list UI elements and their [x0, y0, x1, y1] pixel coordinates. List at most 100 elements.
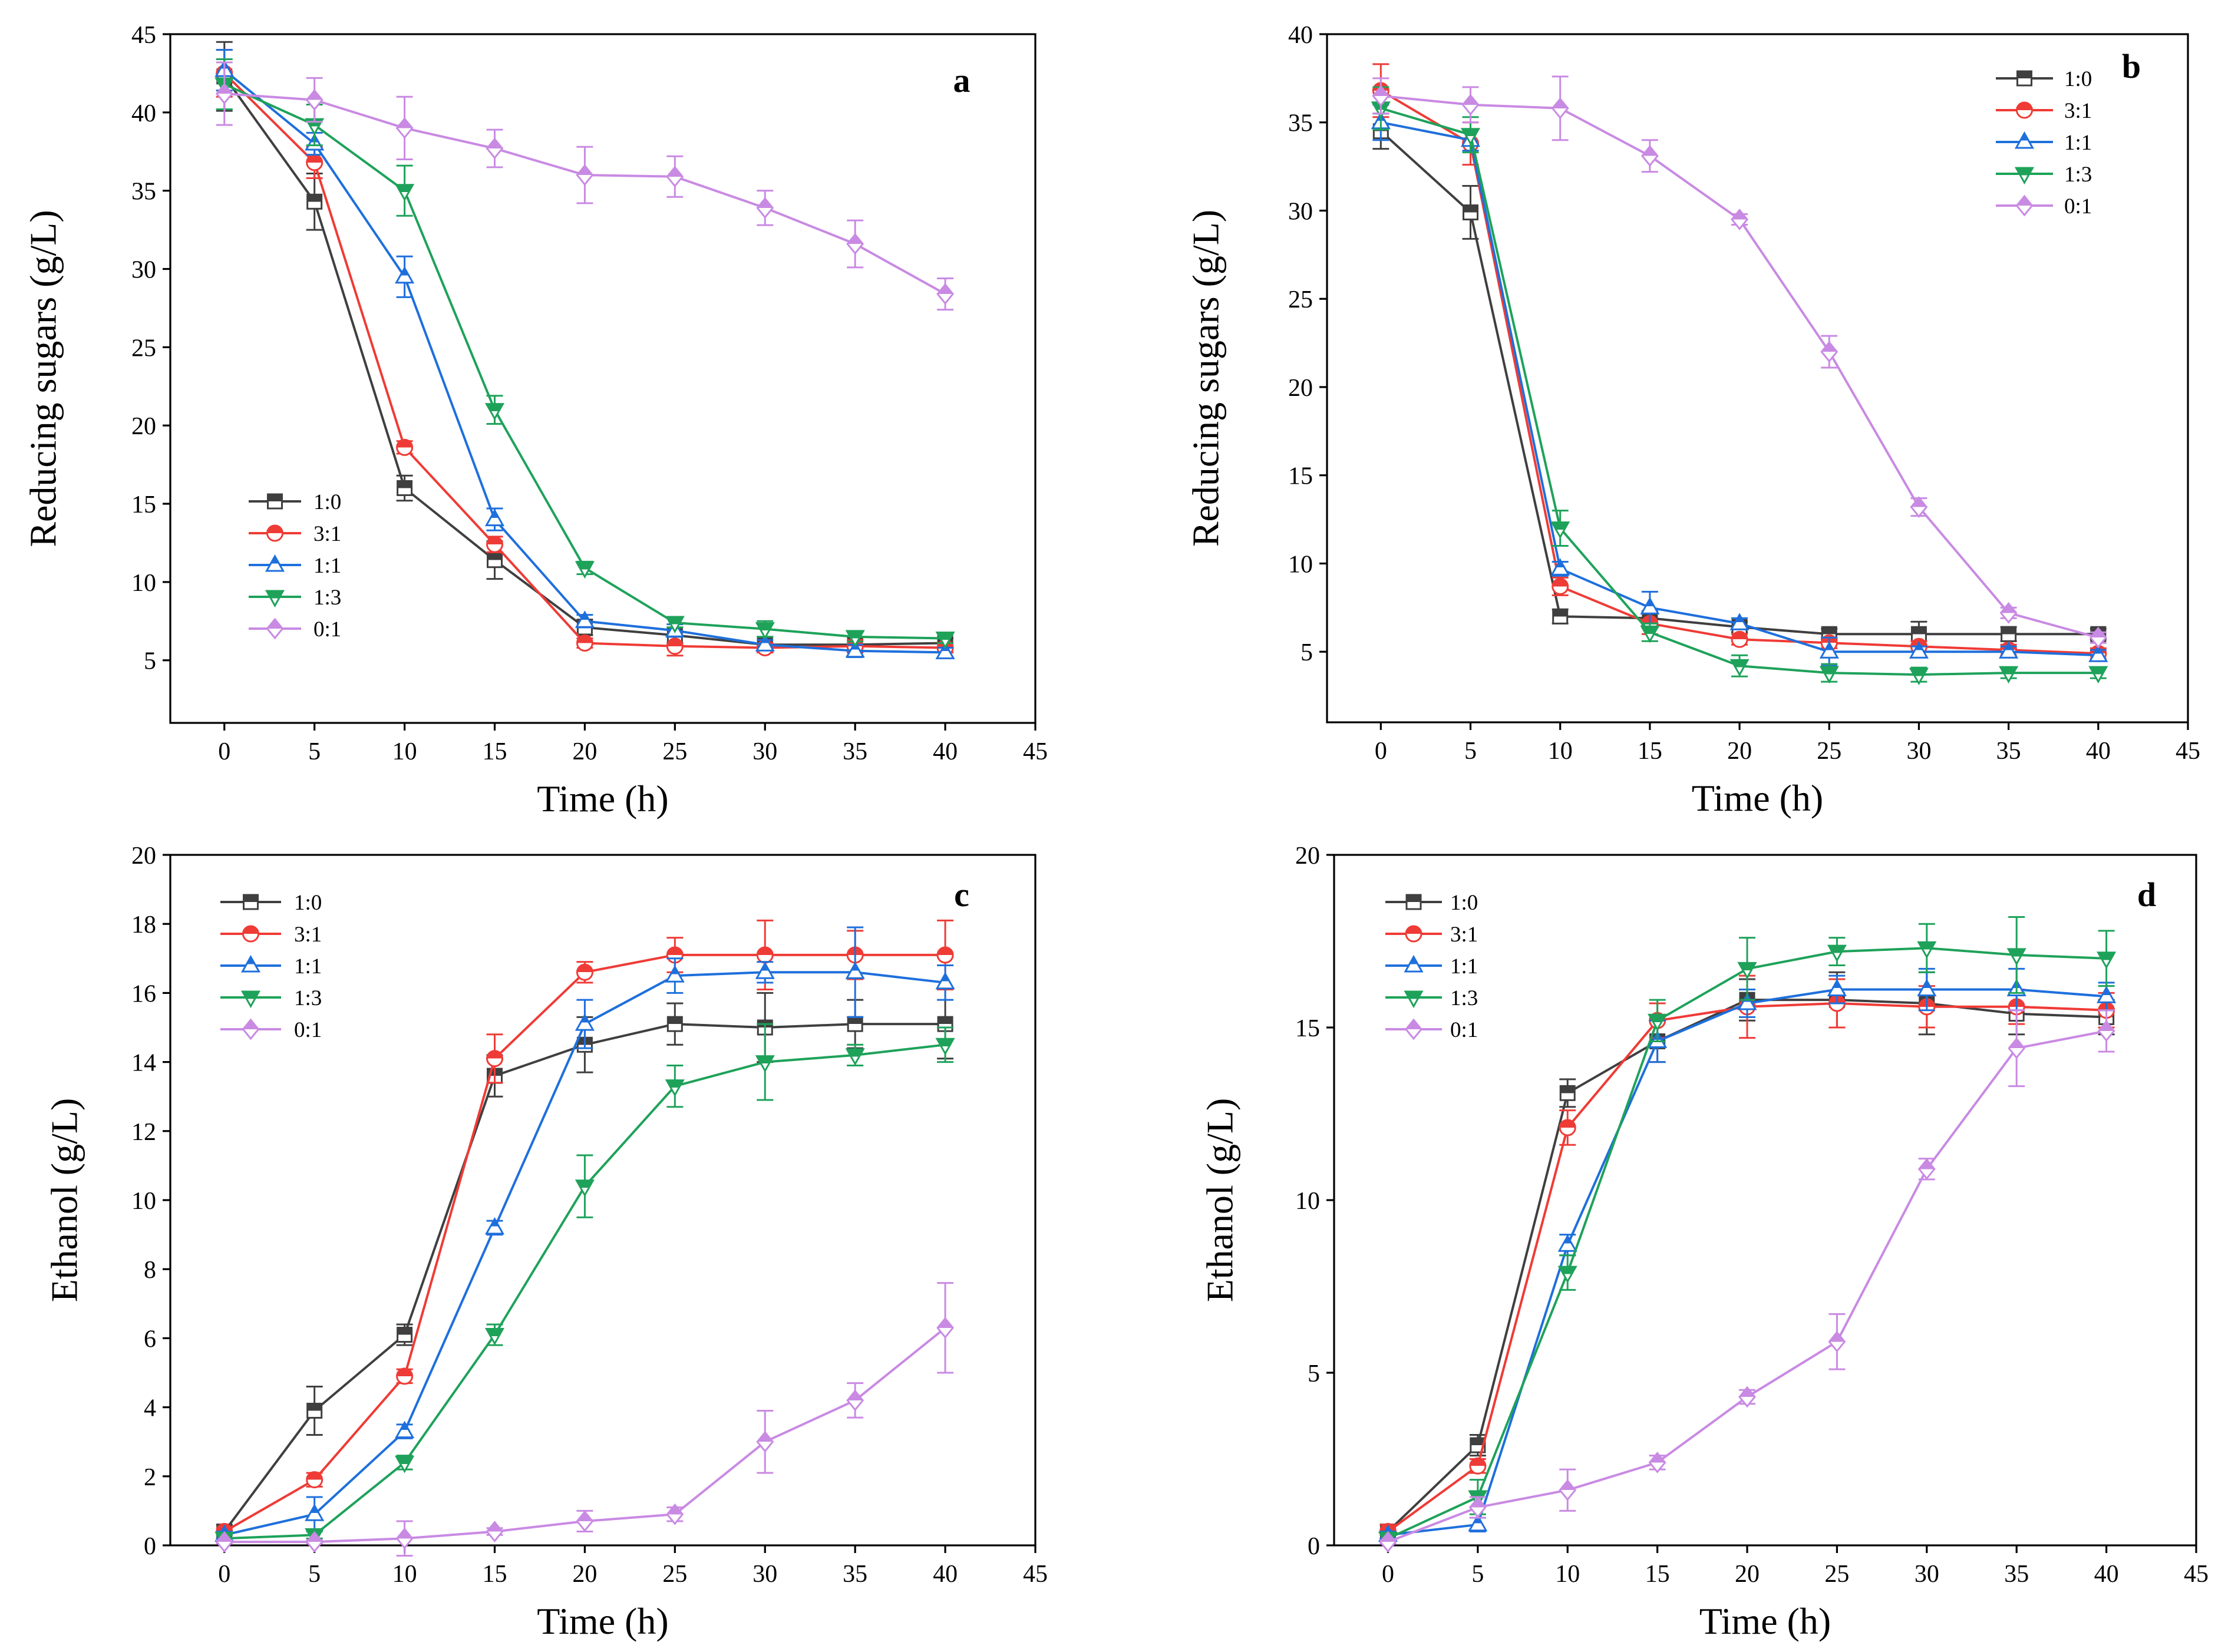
y-tick-label: 35: [131, 179, 156, 206]
y-axis-title: Ethanol (g/L): [43, 1098, 85, 1303]
data-point: [576, 1510, 594, 1532]
data-point: [846, 1389, 864, 1412]
legend-label: 1:1: [313, 554, 341, 578]
legend-label: 1:3: [1450, 986, 1478, 1010]
data-point: [1550, 521, 1570, 539]
data-point: [666, 1503, 684, 1525]
y-tick-label: 18: [131, 911, 156, 939]
data-point: [306, 1471, 324, 1489]
x-tick-label: 15: [483, 738, 507, 765]
y-tick-label: 4: [144, 1395, 156, 1422]
data-point: [576, 963, 593, 981]
series-1-3: [1371, 86, 2108, 686]
series-line: [223, 1023, 946, 1532]
legend-marker: [265, 554, 285, 572]
series-0-1: [215, 61, 955, 311]
legend-entry: 1:0: [1385, 891, 1478, 915]
x-tick-label: 15: [1638, 738, 1662, 765]
y-tick-label: 40: [131, 100, 156, 127]
x-axis-title: Time (h): [1699, 1600, 1831, 1642]
data-point: [2088, 666, 2108, 684]
y-tick-label: 16: [131, 980, 156, 1007]
y-tick-label: 40: [1288, 22, 1313, 49]
x-tick-label: 35: [843, 1561, 867, 1588]
data-point: [575, 610, 595, 628]
data-point: [2089, 626, 2107, 649]
series-1-3: [214, 58, 955, 649]
data-point: [397, 480, 413, 496]
y-tick-label: 0: [1308, 1533, 1320, 1560]
data-point: [1379, 1531, 1397, 1553]
data-point: [1372, 85, 1390, 107]
x-tick-label: 25: [1817, 738, 1841, 765]
x-axis-title: Time (h): [537, 778, 668, 820]
x-tick-label: 30: [752, 1561, 777, 1588]
legend-label: 1:1: [1450, 954, 1478, 979]
y-axis-title: Reducing sugars (g/L): [1184, 210, 1226, 547]
legend-label: 3:1: [1450, 923, 1478, 947]
legend: 1:0 3:1 1:1 1:3 0:1: [1996, 67, 2092, 219]
data-point: [395, 1455, 415, 1473]
data-point: [665, 965, 685, 983]
x-tick-label: 0: [1382, 1561, 1394, 1588]
x-tick-label: 45: [2184, 1561, 2209, 1588]
data-point: [484, 1217, 505, 1235]
legend-entry: 3:1: [1385, 923, 1478, 947]
legend-marker: [242, 1018, 260, 1040]
data-point: [2006, 948, 2026, 966]
data-point: [1731, 630, 1748, 648]
data-point: [756, 1430, 774, 1453]
data-point: [845, 962, 865, 979]
data-point: [1559, 1085, 1576, 1101]
data-point: [1463, 204, 1478, 220]
y-tick-label: 5: [1308, 1360, 1320, 1387]
legend-marker: [265, 590, 285, 608]
legend-label: 1:0: [294, 891, 322, 915]
data-point: [484, 1328, 505, 1346]
x-tick-label: 25: [1824, 1561, 1849, 1588]
x-tick-label: 45: [1023, 1561, 1048, 1588]
data-point: [666, 637, 684, 655]
series-line: [224, 1327, 946, 1544]
data-point: [486, 1050, 503, 1068]
x-tick-label: 0: [1375, 738, 1387, 765]
data-point: [1999, 602, 2018, 624]
x-tick-label: 25: [662, 738, 687, 765]
series-line: [1380, 107, 2098, 676]
y-tick-label: 6: [144, 1326, 156, 1353]
series-1-1: [1371, 104, 2108, 667]
x-tick-label: 15: [483, 1561, 507, 1588]
series-1-0: [1379, 971, 2115, 1540]
x-tick-label: 0: [218, 1561, 230, 1588]
data-point: [1461, 94, 1480, 116]
panel-a: 0 5 10 15 20 25 30 35 40 45 5 10 15 20 25 30 35 40 45 Time …: [22, 22, 1048, 820]
data-point: [1559, 1479, 1577, 1501]
data-point: [845, 1048, 865, 1066]
x-tick-label: 40: [933, 738, 958, 765]
data-point: [306, 154, 324, 171]
legend-marker: [1405, 1018, 1422, 1040]
series-1-1: [1378, 967, 2117, 1542]
series-1-1: [214, 926, 955, 1542]
legend-label: 1:0: [1450, 891, 1478, 915]
legend-marker: [1404, 954, 1424, 973]
y-tick-label: 5: [144, 648, 156, 675]
data-point: [1917, 1158, 1936, 1180]
x-tick-label: 20: [572, 738, 597, 765]
data-point: [845, 630, 865, 647]
data-point: [936, 1317, 955, 1339]
legend-entry: 1:0: [220, 891, 322, 915]
data-point: [936, 283, 955, 305]
x-tick-label: 5: [1471, 1561, 1484, 1588]
x-tick-label: 45: [1023, 738, 1048, 765]
data-point: [935, 1038, 955, 1056]
series-0-1: [215, 1282, 955, 1557]
data-point: [1550, 558, 1570, 576]
legend-marker: [1405, 894, 1422, 910]
data-point: [1737, 992, 1757, 1010]
x-tick-label: 30: [1915, 1561, 1939, 1588]
y-tick-label: 30: [131, 257, 156, 284]
data-point: [845, 640, 865, 658]
series-1-0: [216, 989, 954, 1540]
